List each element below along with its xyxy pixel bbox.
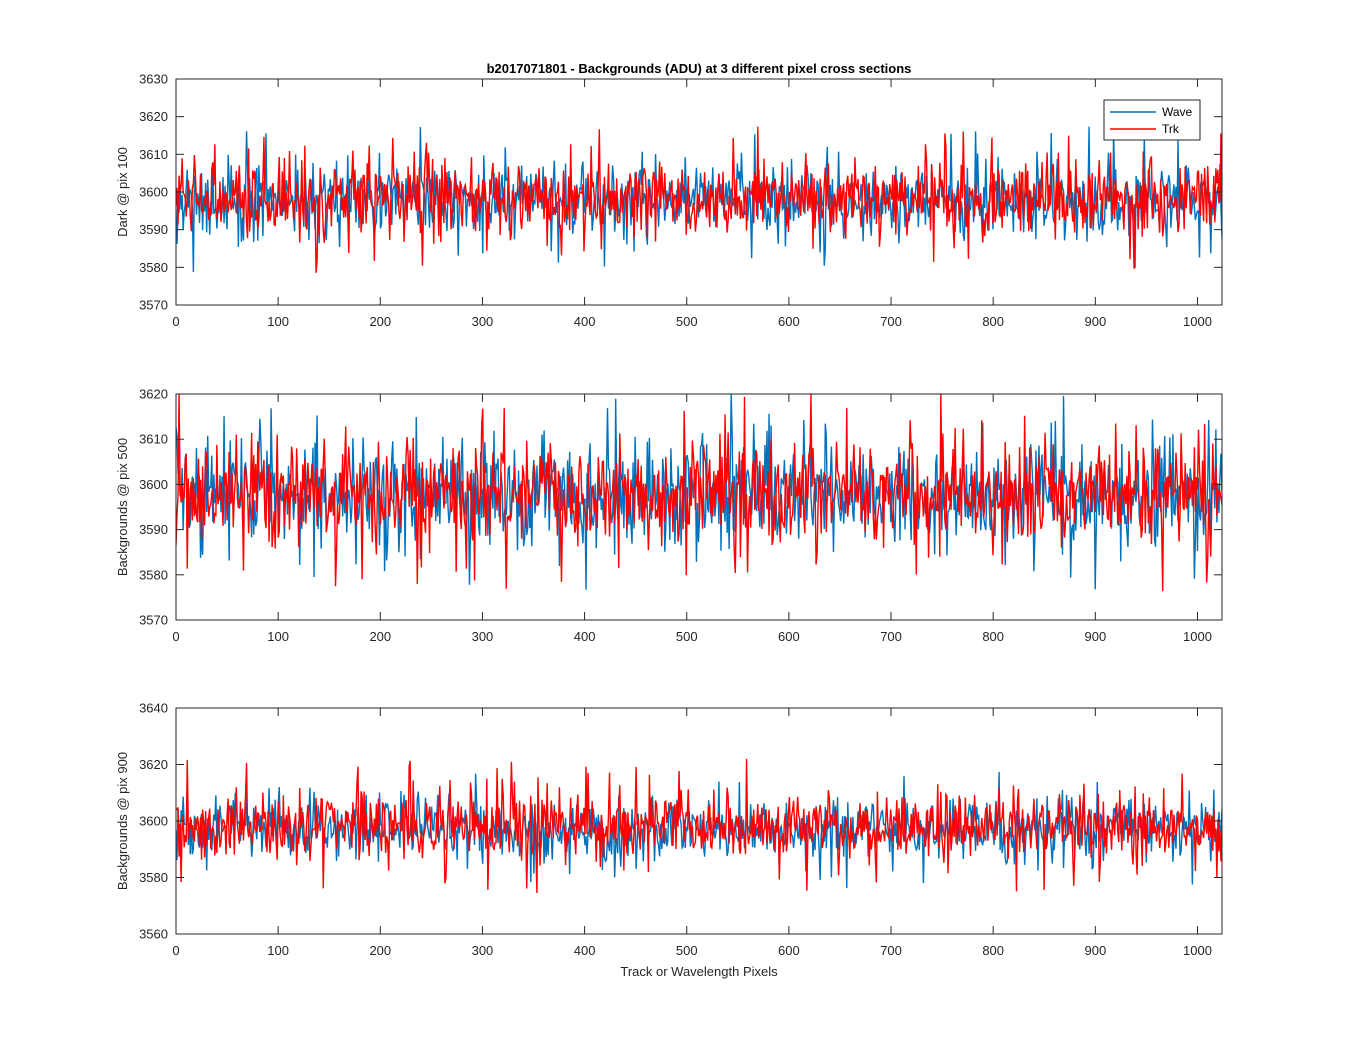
y-tick-label: 3600 [139, 814, 168, 829]
y-tick-label: 3570 [139, 298, 168, 313]
series-trk-line [176, 126, 1222, 273]
figure-title: b2017071801 - Backgrounds (ADU) at 3 dif… [487, 61, 912, 76]
y-tick-label: 3640 [139, 701, 168, 716]
x-tick-label: 0 [172, 943, 179, 958]
x-tick-label: 900 [1084, 943, 1106, 958]
y-tick-label: 3590 [139, 222, 168, 237]
x-tick-label: 100 [267, 314, 289, 329]
x-tick-label: 500 [676, 629, 698, 644]
subplot-2: 0 100 200 300 400 500 600 700 800 900 1000 3570 3580… [115, 387, 1223, 644]
y-tick-label: 3590 [139, 522, 168, 537]
y-tick-label: 3580 [139, 567, 168, 582]
y-tick-label: 3600 [139, 185, 168, 200]
x-tick-label: 300 [472, 629, 494, 644]
x-tick-label: 800 [982, 943, 1004, 958]
y-tick-label: 3620 [139, 387, 168, 402]
y-tick-label: 3620 [139, 109, 168, 124]
x-tick-label: 900 [1084, 314, 1106, 329]
series-wave-line [176, 394, 1222, 590]
x-tick-label: 1000 [1183, 943, 1212, 958]
y-tick-label: 3610 [139, 147, 168, 162]
legend: Wave Trk [1103, 99, 1201, 141]
x-tick-label: 900 [1084, 629, 1106, 644]
y-tick-label: 3620 [139, 757, 168, 772]
x-tick-label: 600 [778, 943, 800, 958]
y-tick-label: 3580 [139, 870, 168, 885]
x-tick-label: 100 [267, 943, 289, 958]
axes-frame [175, 393, 1223, 621]
x-tick-label: 700 [880, 943, 902, 958]
x-tick-label: 300 [472, 943, 494, 958]
x-tick-label: 700 [880, 629, 902, 644]
x-tick-label: 0 [172, 629, 179, 644]
y-axis-label: Backgrounds @ pix 900 [115, 752, 130, 890]
legend-label-wave: Wave [1162, 105, 1193, 119]
x-tick-label: 700 [880, 314, 902, 329]
x-tick-label: 1000 [1183, 314, 1212, 329]
subplots: 0 100 200 300 400 500 600 700 800 900 100035703580… [115, 72, 1223, 979]
x-tick-label: 200 [369, 629, 391, 644]
x-tick-label: 100 [267, 629, 289, 644]
subplot-3: 0 100 200 300 400 500 600 700 800 900 1000 3560 3580… [115, 701, 1223, 979]
series-trk-line [176, 394, 1222, 592]
y-axis-label: Dark @ pix 100 [115, 147, 130, 237]
x-tick-label: 200 [369, 943, 391, 958]
y-tick-label: 3570 [139, 613, 168, 628]
x-tick-label: 0 [172, 314, 179, 329]
series-trk-line [176, 758, 1222, 894]
y-tick-label: 3580 [139, 260, 168, 275]
x-tick-label: 1000 [1183, 629, 1212, 644]
x-tick-label: 400 [574, 943, 596, 958]
y-tick-label: 3630 [139, 72, 168, 87]
x-tick-label: 300 [472, 314, 494, 329]
x-tick-label: 800 [982, 314, 1004, 329]
x-tick-label: 200 [369, 314, 391, 329]
x-tick-label: 400 [574, 629, 596, 644]
x-tick-label: 400 [574, 314, 596, 329]
legend-label-trk: Trk [1162, 122, 1180, 136]
legend-box [1103, 99, 1201, 141]
x-tick-label: 800 [982, 629, 1004, 644]
x-tick-label: 500 [676, 943, 698, 958]
y-axis-label: Backgrounds @ pix 500 [115, 438, 130, 576]
y-tick-label: 3600 [139, 477, 168, 492]
x-tick-label: 600 [778, 629, 800, 644]
y-tick-label: 3560 [139, 927, 168, 942]
x-axis-label: Track or Wavelength Pixels [620, 964, 778, 979]
x-tick-label: 600 [778, 314, 800, 329]
x-tick-label: 500 [676, 314, 698, 329]
y-tick-label: 3610 [139, 432, 168, 447]
subplot-1: 0 100 200 300 400 500 600 700 800 900 1000 3570 3580… [115, 72, 1223, 329]
